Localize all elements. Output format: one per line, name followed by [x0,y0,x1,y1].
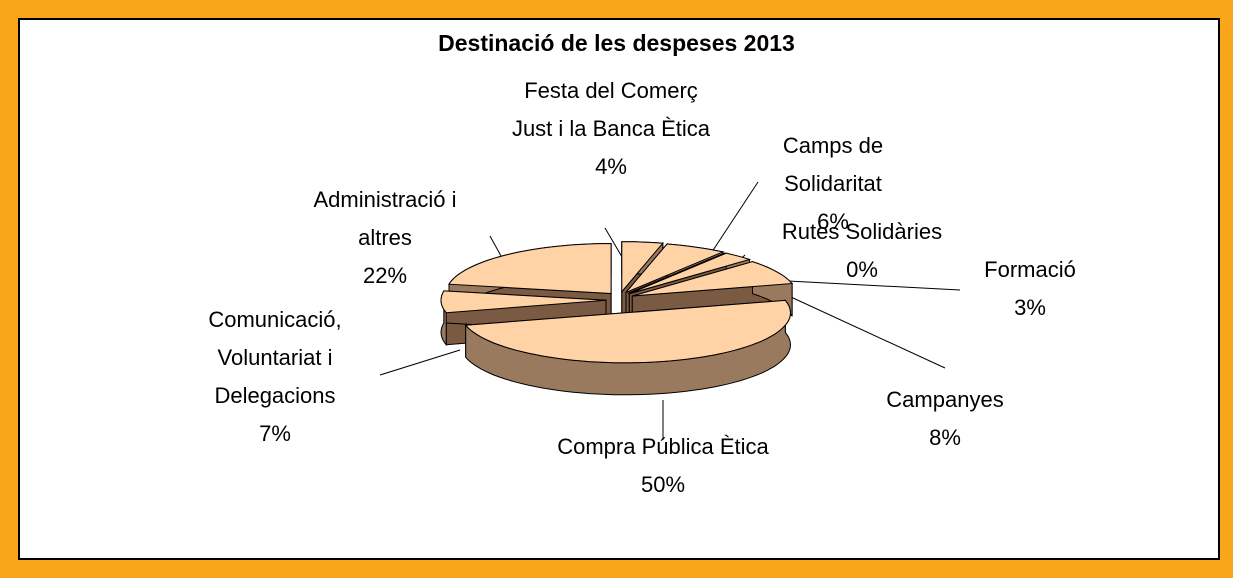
value-label: 6% [817,209,849,234]
slice-label: Formació 3% [955,251,1105,327]
slice-label: Compra Pública Ètica 50% [548,428,778,504]
slice [448,242,612,295]
slice-label: Rutes Solidàries 0% [742,213,982,289]
category-label: Festa del Comerç Just i la Banca Ètica [511,78,711,141]
slice [632,261,794,297]
value-label: 22% [362,263,408,288]
slice-label: Camps de Solidaritat 6% [758,127,908,241]
value-label: 8% [929,425,961,450]
slice-label: Administració i altres 22% [285,181,485,295]
category-label: Compra Pública Ètica [557,434,769,459]
value-label: 4% [595,154,627,179]
slice [628,252,726,294]
slice [629,252,752,295]
category-label: Formació [984,257,1076,282]
slice [440,290,607,314]
slice [625,243,725,293]
category-label: Comunicació, Voluntariat i Delegacions [208,307,342,408]
slice [464,299,792,364]
slice-label: Festa del Comerç Just i la Banca Ètica 4% [511,72,711,186]
leader-line [779,291,946,369]
category-label: Campanyes [886,387,1004,412]
value-label: 7% [259,421,291,446]
category-label: Camps de Solidaritat [782,133,884,196]
slice-label: Comunicació, Voluntariat i Delegacions 7% [180,301,370,453]
slice-label: Campanyes 8% [855,381,1035,457]
value-label: 0% [846,257,878,282]
category-label: Administració i altres [313,187,457,250]
plot-area [18,18,1220,560]
slice [621,241,664,294]
value-label: 50% [640,472,686,497]
category-label: Rutes Solidàries [781,219,943,244]
value-label: 3% [1014,295,1046,320]
leader-line [379,349,461,376]
chart-title: Destinació de les despeses 2013 [438,30,795,56]
